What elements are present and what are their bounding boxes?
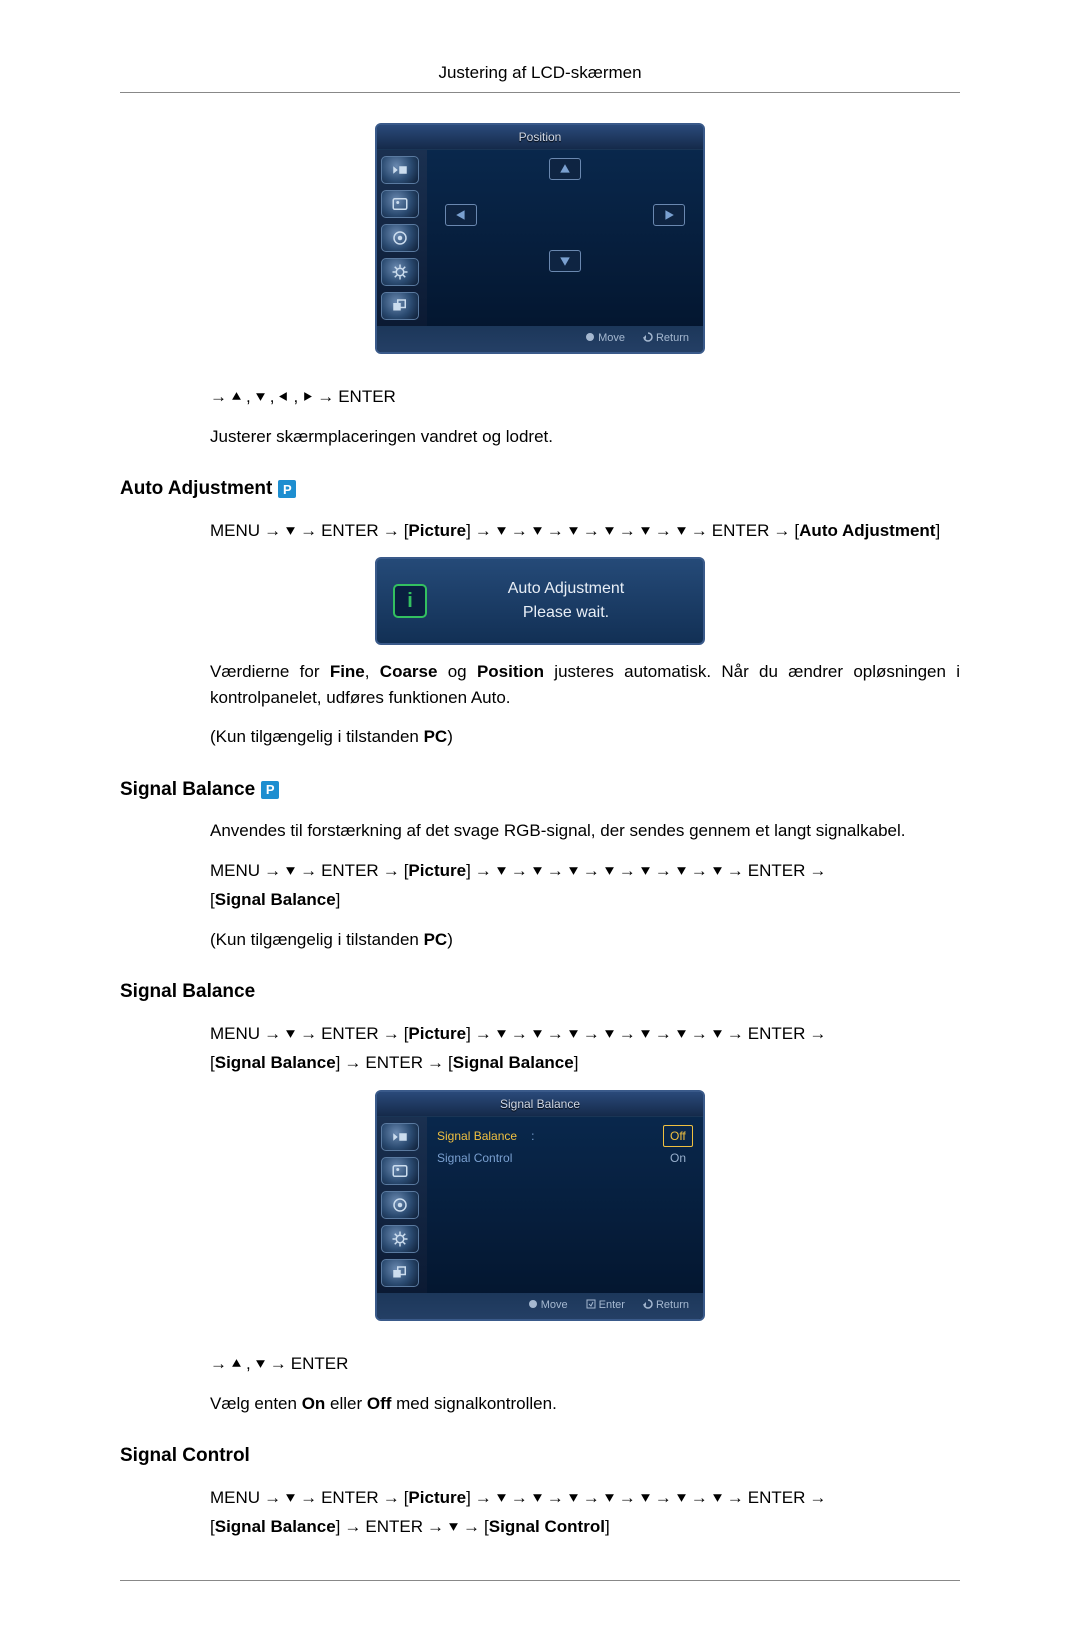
signal-balance-heading: Signal Balance: [120, 978, 960, 1007]
pos-up-node[interactable]: [549, 158, 581, 180]
osd-position-panel: Position Move Return: [375, 123, 705, 355]
picture-icon[interactable]: [381, 190, 419, 218]
sb-item-signal-control[interactable]: Signal Control: [437, 1147, 517, 1170]
osd-sidebar: [377, 1117, 427, 1293]
signal-balance-intro-heading: Signal Balance P: [120, 776, 960, 805]
info-text: Auto Adjustment Please wait.: [445, 577, 687, 625]
info-icon: i: [393, 584, 427, 618]
position-nav: → , , , → ENTER: [210, 384, 960, 410]
position-desc: Justerer skærmplaceringen vandret og lod…: [210, 424, 960, 450]
signal-balance-desc: Vælg enten On eller Off med signalkontro…: [210, 1391, 960, 1417]
picture-icon[interactable]: [381, 1157, 419, 1185]
multi-icon[interactable]: [381, 292, 419, 320]
up-arrow-icon: [231, 391, 242, 402]
sb-option-list: Off On: [663, 1125, 693, 1171]
input-icon[interactable]: [381, 156, 419, 184]
enter-label: ENTER: [291, 1351, 349, 1377]
osd-sb-footer: Move Enter Return: [377, 1293, 703, 1320]
pc-mode-badge: P: [261, 781, 279, 799]
pos-down-node[interactable]: [549, 250, 581, 272]
page-header-text: Justering af LCD-skærmen: [438, 63, 641, 82]
down-arrow-icon: [255, 1358, 266, 1369]
enter-label: ENTER: [338, 384, 396, 410]
sound-icon[interactable]: [381, 224, 419, 252]
page-footer-rule: [120, 1580, 960, 1581]
setup-icon[interactable]: [381, 258, 419, 286]
signal-control-nav: MENU → → ENTER → [Picture] → → → → → →→ …: [210, 1485, 960, 1540]
right-arrow-icon: [302, 391, 313, 402]
footer-return: Return: [643, 1297, 689, 1314]
sb-option-on[interactable]: On: [663, 1147, 693, 1169]
sound-icon[interactable]: [381, 1191, 419, 1219]
setup-icon[interactable]: [381, 1225, 419, 1253]
up-arrow-icon: [231, 1358, 242, 1369]
left-arrow-icon: [278, 391, 289, 402]
signal-balance-intro-pc-note: (Kun tilgængelig i tilstanden PC): [210, 927, 960, 953]
position-cross: [427, 150, 703, 280]
footer-return: Return: [643, 330, 689, 347]
footer-move: Move: [528, 1297, 568, 1314]
osd-footer: Move Return: [377, 326, 703, 353]
sb-item-list: Signal Balance Signal Control: [437, 1125, 517, 1171]
pos-right-node[interactable]: [653, 204, 685, 226]
pos-left-node[interactable]: [445, 204, 477, 226]
pc-mode-badge: P: [278, 480, 296, 498]
sb-option-off[interactable]: Off: [663, 1125, 693, 1147]
osd-signal-balance-panel: Signal Balance Signal Balance Signal Con…: [375, 1090, 705, 1322]
input-icon[interactable]: [381, 1123, 419, 1151]
osd-sidebar: [377, 150, 427, 326]
signal-balance-arrows: → , → ENTER: [210, 1351, 960, 1377]
footer-enter: Enter: [586, 1297, 625, 1314]
signal-balance-nav: MENU → → ENTER → [Picture] → → → → →→ →→…: [210, 1021, 960, 1076]
page-header: Justering af LCD-skærmen: [120, 60, 960, 93]
osd-title: Position: [377, 125, 703, 150]
signal-balance-intro-desc: Anvendes til forstærkning af det svage R…: [210, 818, 960, 844]
auto-adjustment-desc: Værdierne for Fine, Coarse og Position j…: [210, 659, 960, 710]
osd-sb-title: Signal Balance: [377, 1092, 703, 1117]
down-arrow-icon: [255, 391, 266, 402]
auto-adjustment-heading: Auto Adjustment P: [120, 475, 960, 504]
multi-icon[interactable]: [381, 1259, 419, 1287]
footer-move: Move: [585, 330, 625, 347]
auto-adjustment-info-box: i Auto Adjustment Please wait.: [375, 557, 705, 645]
signal-balance-intro-nav: MENU → → ENTER → [Picture] → → → → → → →…: [210, 858, 960, 913]
auto-adjustment-nav: MENU → → ENTER → [Picture] → → → → → → →…: [210, 518, 960, 544]
sb-item-signal-balance[interactable]: Signal Balance: [437, 1125, 517, 1148]
auto-adjustment-pc-note: (Kun tilgængelig i tilstanden PC): [210, 724, 960, 750]
signal-control-heading: Signal Control: [120, 1442, 960, 1471]
